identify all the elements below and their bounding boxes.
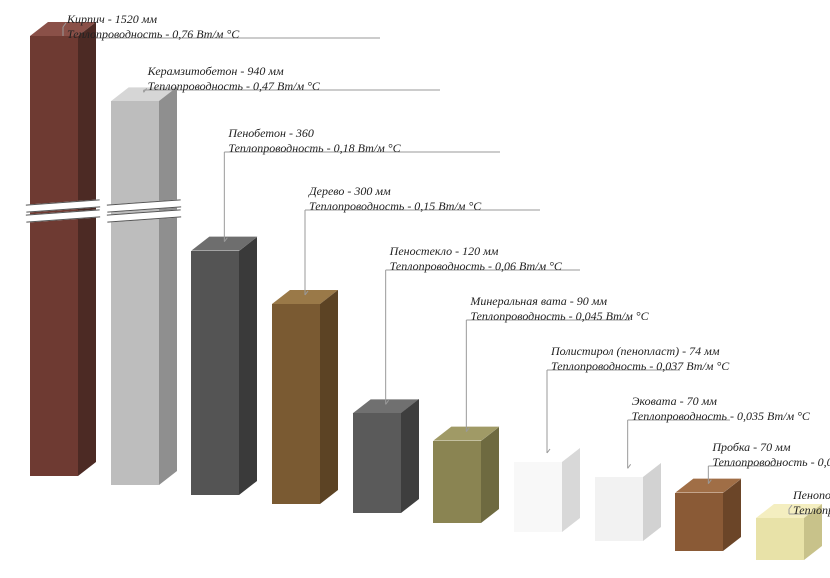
- material-name-line: Пеностекло - 120 мм: [390, 244, 562, 259]
- material-conductivity-line: Теплопроводность - 0,035 Вт/м °С: [712, 455, 830, 470]
- material-conductivity-line: Теплопроводность - 0,037 Вт/м °С: [551, 359, 729, 374]
- material-label: Кирпич - 1520 ммТеплопроводность - 0,76 …: [67, 12, 239, 42]
- bar-side: [723, 479, 741, 551]
- bar-front: [353, 413, 401, 513]
- material-conductivity-line: Теплопроводность - 0,47 Вт/м °С: [148, 79, 320, 94]
- bar-front: [595, 477, 643, 541]
- material-name-line: Кирпич - 1520 мм: [67, 12, 239, 27]
- bar-front: [30, 36, 78, 476]
- bar-side: [78, 22, 96, 476]
- material-name-line: Полистирол (пенопласт) - 74 мм: [551, 344, 729, 359]
- material-name-line: Пенобетон - 360: [228, 126, 400, 141]
- material-conductivity-line: Теплопроводность - 0,045 Вт/м °С: [470, 309, 648, 324]
- material-label: Эковата - 70 ммТеплопроводность - 0,035 …: [632, 394, 810, 424]
- bar-front: [514, 462, 562, 532]
- bar-side: [159, 87, 177, 485]
- material-label: Полистирол (пенопласт) - 74 ммТеплопрово…: [551, 344, 729, 374]
- bar-side: [401, 399, 419, 513]
- material-label: Пенополиуретан - 50 ммТеплопроводность -…: [793, 488, 830, 518]
- bar-side: [481, 427, 499, 523]
- bar-side: [320, 290, 338, 504]
- material-label: Пеностекло - 120 ммТеплопроводность - 0,…: [390, 244, 562, 274]
- material-conductivity-line: Теплопроводность - 0,035 Вт/м °С: [632, 409, 810, 424]
- material-label: Керамзитобетон - 940 ммТеплопроводность …: [148, 64, 320, 94]
- material-conductivity-line: Теплопроводность - 0,15 Вт/м °С: [309, 199, 481, 214]
- material-name-line: Керамзитобетон - 940 мм: [148, 64, 320, 79]
- material-conductivity-line: Теплопроводность - 0,18 Вт/м °С: [228, 141, 400, 156]
- material-name-line: Пенополиуретан - 50 мм: [793, 488, 830, 503]
- bar-front: [111, 101, 159, 485]
- material-label: Минеральная вата - 90 ммТеплопроводность…: [470, 294, 648, 324]
- material-conductivity-line: Теплопроводность - 0,025 Вт/м °С: [793, 503, 830, 518]
- material-name-line: Эковата - 70 мм: [632, 394, 810, 409]
- bar-front: [756, 518, 804, 560]
- bar-front: [272, 304, 320, 504]
- bar-side: [562, 448, 580, 532]
- bar-front: [191, 251, 239, 495]
- material-conductivity-line: Теплопроводность - 0,76 Вт/м °С: [67, 27, 239, 42]
- bar-front: [675, 493, 723, 551]
- material-name-line: Пробка - 70 мм: [712, 440, 830, 455]
- material-label: Пенобетон - 360Теплопроводность - 0,18 В…: [228, 126, 400, 156]
- material-label: Пробка - 70 ммТеплопроводность - 0,035 В…: [712, 440, 830, 470]
- material-name-line: Дерево - 300 мм: [309, 184, 481, 199]
- material-conductivity-line: Теплопроводность - 0,06 Вт/м °С: [390, 259, 562, 274]
- bar-front: [433, 441, 481, 523]
- bar-side: [239, 237, 257, 495]
- infographic-stage: Кирпич - 1520 ммТеплопроводность - 0,76 …: [0, 0, 830, 578]
- material-name-line: Минеральная вата - 90 мм: [470, 294, 648, 309]
- bar-side: [643, 463, 661, 541]
- material-label: Дерево - 300 ммТеплопроводность - 0,15 В…: [309, 184, 481, 214]
